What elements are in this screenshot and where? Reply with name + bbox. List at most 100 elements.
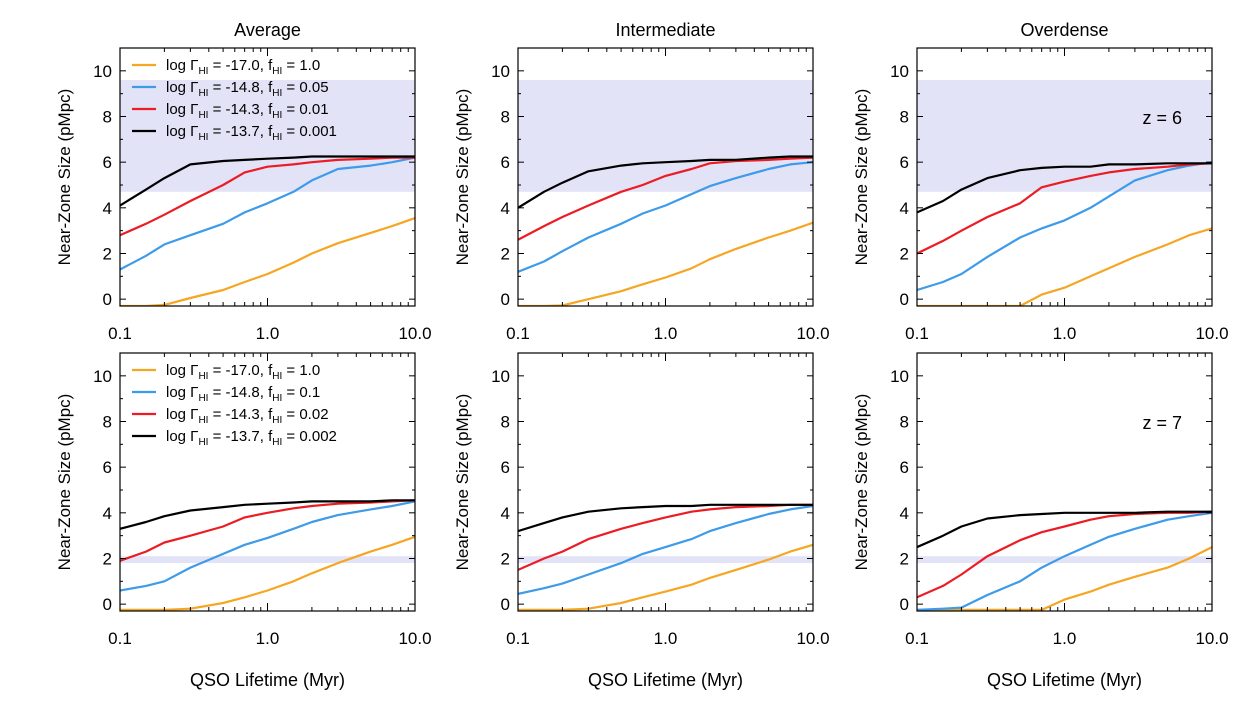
- x-tick-label: 0.1: [905, 324, 929, 343]
- y-tick-label: 0: [501, 595, 510, 614]
- observed-range-band: [120, 556, 415, 564]
- y-tick-label: 0: [103, 290, 112, 309]
- panel-frame: [517, 352, 814, 612]
- panel-r0-c2: 0 2 4 6 8 10 0.1 1.0 10.0 Near-Zone Size (pMpc) Ov…: [852, 20, 1229, 343]
- legend-entry-2: log ΓHI = -14.3, fHI = 0.02: [166, 406, 329, 426]
- y-tick-label: 6: [501, 153, 510, 172]
- legend-entry-2: log ΓHI = -14.3, fHI = 0.01: [166, 101, 329, 121]
- y-tick-label: 2: [900, 244, 909, 263]
- y-tick-label: 8: [900, 412, 909, 431]
- y-axis-label: Near-Zone Size (pMpc): [852, 394, 871, 571]
- y-tick-label: 6: [900, 153, 909, 172]
- observed-range-band: [518, 556, 813, 564]
- y-tick-label: 4: [501, 199, 510, 218]
- x-tick-label: 0.1: [506, 324, 530, 343]
- y-tick-label: 4: [103, 504, 112, 523]
- series-line-0: [120, 535, 415, 611]
- x-tick-label: 1.0: [1053, 324, 1077, 343]
- y-tick-label: 10: [890, 62, 909, 81]
- observed-range-band: [518, 79, 813, 192]
- series-line-3: [120, 499, 415, 530]
- x-axis-label: QSO Lifetime (Myr): [588, 670, 743, 690]
- redshift-label: z = 7: [1142, 413, 1182, 433]
- y-tick-label: 0: [103, 595, 112, 614]
- y-tick-label: 4: [501, 504, 510, 523]
- series-line-3: [917, 162, 1212, 214]
- y-tick-label: 6: [501, 458, 510, 477]
- y-tick-label: 6: [900, 458, 909, 477]
- series-line-2: [518, 156, 813, 241]
- legend-entry-3: log ΓHI = -13.7, fHI = 0.001: [166, 123, 337, 143]
- x-tick-label: 1.0: [256, 324, 280, 343]
- x-tick-label: 10.0: [796, 324, 829, 343]
- series-line-1: [120, 156, 415, 271]
- observed-range-band: [917, 79, 1212, 192]
- series-line-3: [518, 155, 813, 209]
- y-tick-label: 8: [900, 107, 909, 126]
- y-tick-label: 6: [103, 153, 112, 172]
- y-tick-label: 0: [900, 290, 909, 309]
- series-line-1: [917, 161, 1212, 292]
- panel-title: Average: [234, 20, 301, 40]
- panel-r0-c1: 0 2 4 6 8 10 0.1 1.0 10.0 Near-Zone Size (pMpc) In…: [453, 20, 830, 343]
- series-line-2: [120, 156, 415, 237]
- series-line-3: [917, 510, 1212, 549]
- y-tick-label: 10: [890, 367, 909, 386]
- y-tick-label: 0: [501, 290, 510, 309]
- series-line-2: [518, 503, 813, 571]
- series-line-0: [518, 543, 813, 611]
- y-tick-label: 4: [900, 504, 909, 523]
- y-tick-label: 10: [491, 367, 510, 386]
- series-line-2: [917, 162, 1212, 255]
- observed-range-band: [917, 556, 1212, 564]
- series-line-2: [917, 510, 1212, 599]
- series-line-0: [518, 221, 813, 306]
- x-axis-label: QSO Lifetime (Myr): [987, 670, 1142, 690]
- series-line-0: [917, 227, 1212, 306]
- y-tick-label: 4: [103, 199, 112, 218]
- x-tick-label: 10.0: [1195, 324, 1228, 343]
- y-tick-label: 2: [501, 549, 510, 568]
- series-line-0: [120, 217, 415, 306]
- y-tick-label: 8: [501, 412, 510, 431]
- x-axis-label: QSO Lifetime (Myr): [190, 670, 345, 690]
- y-tick-label: 10: [93, 367, 112, 386]
- x-tick-label: 1.0: [256, 629, 280, 648]
- y-tick-label: 2: [103, 244, 112, 263]
- x-tick-label: 0.1: [108, 629, 132, 648]
- x-tick-label: 1.0: [654, 324, 678, 343]
- series-line-1: [518, 504, 813, 595]
- y-axis-label: Near-Zone Size (pMpc): [453, 89, 472, 266]
- x-tick-label: 1.0: [1053, 629, 1077, 648]
- panel-title: Overdense: [1020, 20, 1108, 40]
- y-tick-label: 8: [501, 107, 510, 126]
- legend-entry-0: log ΓHI = -17.0, fHI = 1.0: [166, 57, 320, 77]
- y-axis-label: Near-Zone Size (pMpc): [55, 89, 74, 266]
- observed-range-band: [120, 79, 415, 192]
- y-tick-label: 8: [103, 107, 112, 126]
- panel-r1-c0: 0 2 4 6 8 10 0.1 1.0 10.0 Near-Zone Size (pMpc) QS…: [55, 352, 432, 690]
- y-axis-label: Near-Zone Size (pMpc): [852, 89, 871, 266]
- panel-r0-c0: 0 2 4 6 8 10 0.1 1.0 10.0 Near-Zone Size (pMpc) Av…: [55, 20, 432, 343]
- legend-entry-0: log ΓHI = -17.0, fHI = 1.0: [166, 362, 320, 382]
- x-tick-label: 10.0: [398, 629, 431, 648]
- y-tick-label: 8: [103, 412, 112, 431]
- x-tick-label: 0.1: [506, 629, 530, 648]
- x-tick-label: 10.0: [1195, 629, 1228, 648]
- x-tick-label: 0.1: [108, 324, 132, 343]
- x-tick-label: 1.0: [654, 629, 678, 648]
- series-line-3: [120, 155, 415, 207]
- x-tick-label: 10.0: [398, 324, 431, 343]
- x-tick-label: 0.1: [905, 629, 929, 648]
- series-line-3: [518, 503, 813, 533]
- redshift-label: z = 6: [1142, 108, 1182, 128]
- y-tick-label: 4: [900, 199, 909, 218]
- y-tick-label: 10: [491, 62, 510, 81]
- x-tick-label: 10.0: [796, 629, 829, 648]
- panel-r1-c1: 0 2 4 6 8 10 0.1 1.0 10.0 Near-Zone Size (pMpc) QS…: [453, 352, 830, 690]
- series-line-1: [518, 161, 813, 273]
- legend-entry-1: log ΓHI = -14.8, fHI = 0.05: [166, 79, 329, 99]
- panel-title: Intermediate: [615, 20, 715, 40]
